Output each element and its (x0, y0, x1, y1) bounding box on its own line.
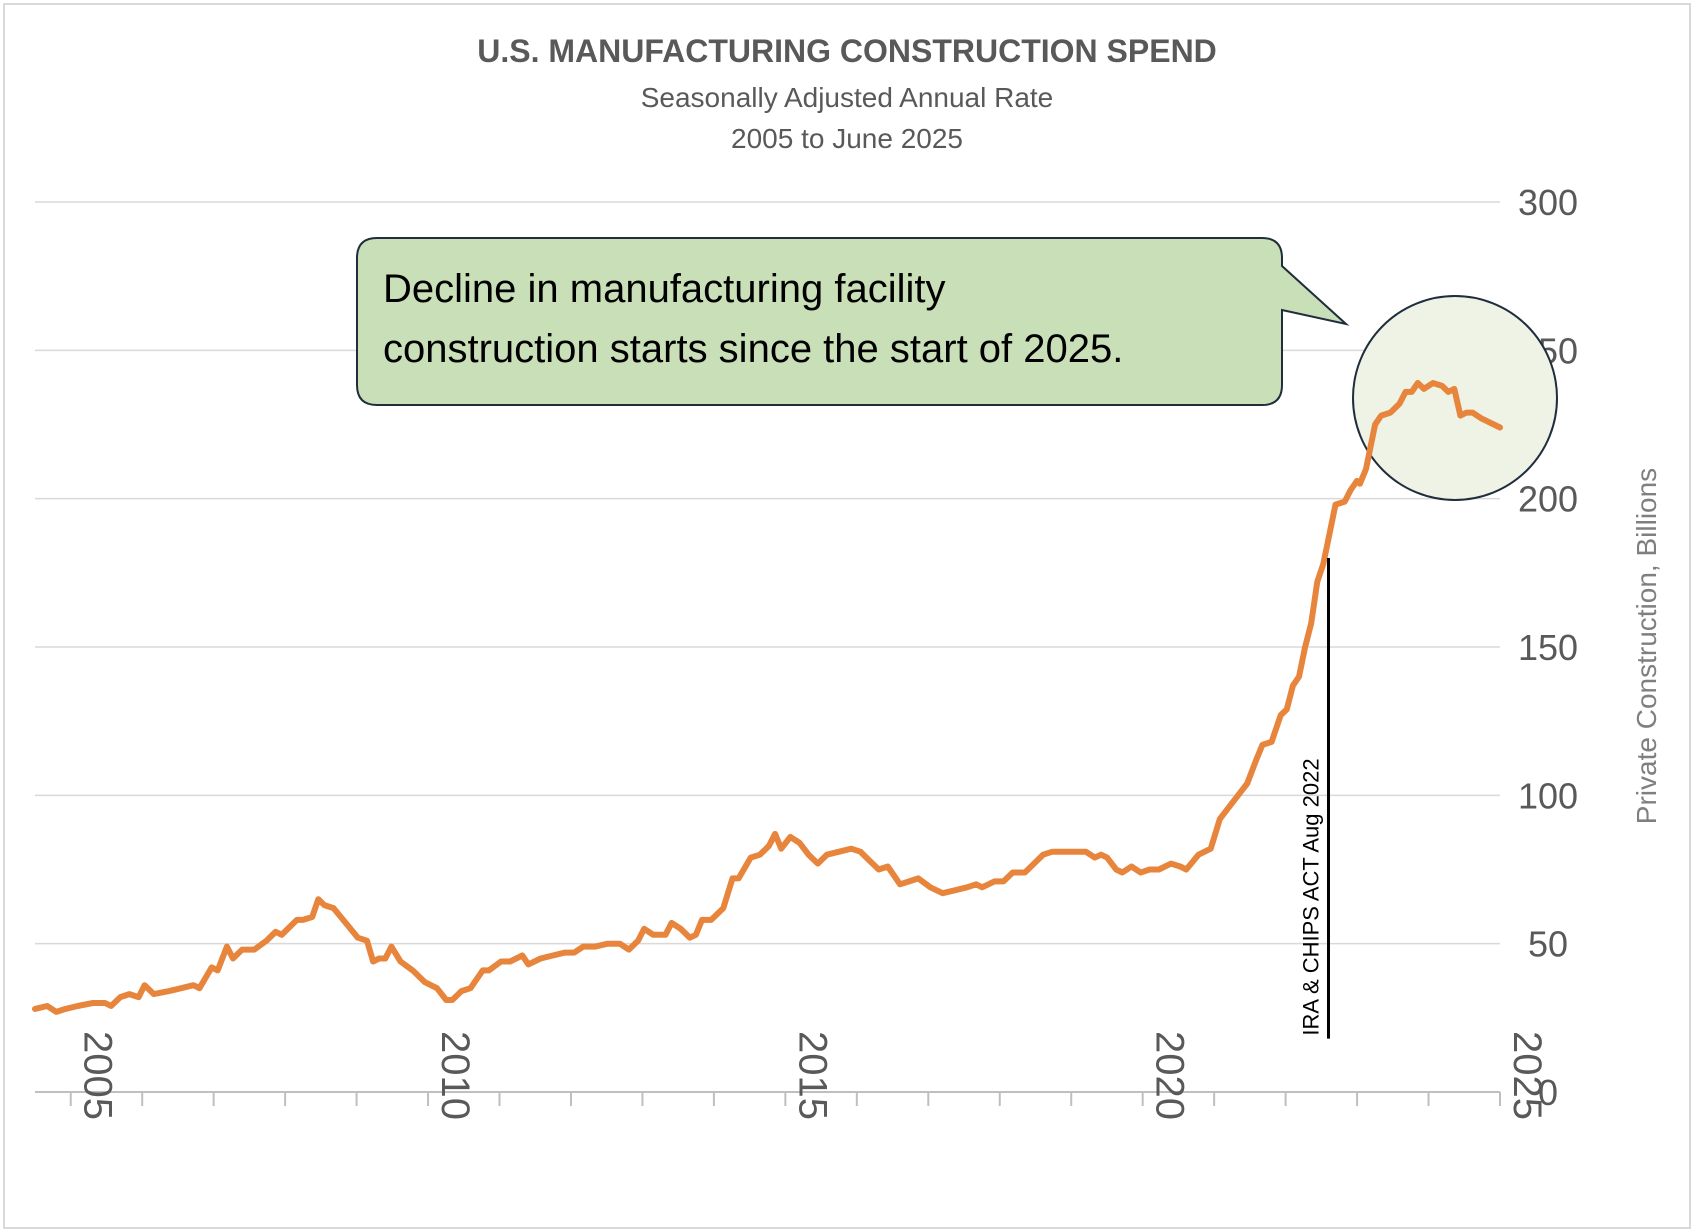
chart-border (3, 3, 1691, 1229)
chart-subtitle-line-1: Seasonally Adjusted Annual Rate (641, 82, 1054, 113)
y-tick-label-200: 200 (1518, 479, 1578, 520)
series-line-0 (32, 380, 1503, 1015)
x-tick-label-2025: 2025 (1505, 1031, 1549, 1120)
x-tick-label-2005: 2005 (76, 1031, 120, 1120)
x-tick-label-2020: 2020 (1148, 1031, 1192, 1120)
chart-title: U.S. MANUFACTURING CONSTRUCTION SPEND (477, 33, 1217, 69)
x-axis: 2005 2010 2015 2020 2025 (35, 1031, 1549, 1120)
y-tick-label-50: 50 (1528, 924, 1568, 965)
x-tick-label-2015: 2015 (790, 1031, 834, 1120)
y-tick-label-300: 300 (1518, 182, 1578, 223)
y-tick-label-150: 150 (1518, 627, 1578, 668)
y-tick-label-0: 0 (1538, 1072, 1558, 1113)
series-layer (32, 380, 1503, 1015)
y-tick-label-100: 100 (1518, 775, 1578, 816)
callout-bubble (356, 237, 1350, 406)
x-tick-label-2010: 2010 (433, 1031, 477, 1120)
chart-subtitle-line-2: 2005 to June 2025 (731, 123, 963, 154)
ira-chips-act-label: IRA & CHIPS ACT Aug 2022 (1298, 758, 1323, 1035)
callout-text-line-2: construction starts since the start of 2… (383, 327, 1123, 371)
y-axis-label: Private Construction, Billions (1631, 468, 1662, 824)
callout-text-line-1: Decline in manufacturing facility (383, 267, 945, 311)
